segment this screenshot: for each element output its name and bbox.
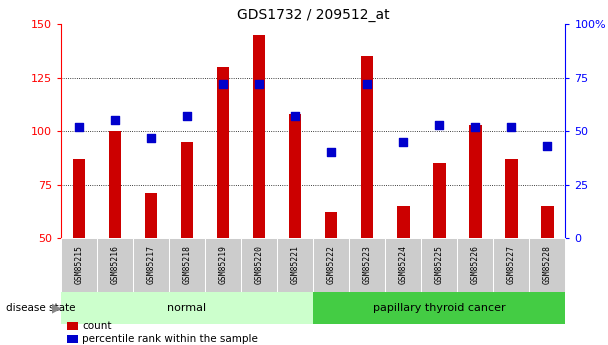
Text: GSM85218: GSM85218	[182, 245, 192, 284]
Text: ▶: ▶	[52, 302, 61, 314]
Point	[146, 135, 156, 140]
Point	[542, 143, 552, 149]
Text: percentile rank within the sample: percentile rank within the sample	[82, 334, 258, 344]
Point	[110, 118, 120, 123]
Bar	[205, 238, 241, 292]
Bar	[289, 114, 302, 238]
Text: GSM85228: GSM85228	[543, 245, 552, 284]
Bar	[541, 206, 554, 238]
Bar	[109, 131, 121, 238]
Bar	[313, 292, 565, 324]
Text: GSM85220: GSM85220	[255, 245, 263, 284]
Text: GSM85224: GSM85224	[399, 245, 408, 284]
Point	[182, 114, 192, 119]
Bar	[169, 238, 205, 292]
Bar	[397, 206, 410, 238]
Point	[398, 139, 408, 145]
Text: GSM85222: GSM85222	[326, 245, 336, 284]
Bar	[133, 238, 169, 292]
Bar	[72, 159, 85, 238]
Bar	[349, 238, 385, 292]
Bar	[61, 292, 313, 324]
Bar	[97, 238, 133, 292]
Bar	[61, 238, 97, 292]
Bar	[361, 56, 373, 238]
Bar	[493, 238, 530, 292]
Bar	[181, 142, 193, 238]
Bar	[241, 238, 277, 292]
Bar	[433, 163, 446, 238]
Text: GSM85215: GSM85215	[74, 245, 83, 284]
Point	[254, 81, 264, 87]
Title: GDS1732 / 209512_at: GDS1732 / 209512_at	[237, 8, 390, 22]
Point	[290, 114, 300, 119]
Point	[218, 81, 228, 87]
Text: papillary thyroid cancer: papillary thyroid cancer	[373, 303, 506, 313]
Bar	[145, 193, 157, 238]
Text: GSM85216: GSM85216	[111, 245, 119, 284]
Text: normal: normal	[167, 303, 207, 313]
Text: disease state: disease state	[6, 303, 75, 313]
Bar	[313, 238, 349, 292]
Point	[506, 124, 516, 130]
Bar	[253, 35, 265, 238]
Text: GSM85223: GSM85223	[363, 245, 371, 284]
Point	[362, 81, 372, 87]
Bar	[457, 238, 493, 292]
Point	[326, 150, 336, 155]
Bar	[216, 67, 229, 238]
Bar	[469, 125, 482, 238]
Text: GSM85219: GSM85219	[218, 245, 227, 284]
Bar	[385, 238, 421, 292]
Bar	[421, 238, 457, 292]
Text: GSM85227: GSM85227	[507, 245, 516, 284]
Bar	[277, 238, 313, 292]
Text: GSM85226: GSM85226	[471, 245, 480, 284]
Point	[471, 124, 480, 130]
Bar	[325, 213, 337, 238]
Text: GSM85217: GSM85217	[147, 245, 156, 284]
Bar	[530, 238, 565, 292]
Point	[435, 122, 444, 127]
Text: GSM85225: GSM85225	[435, 245, 444, 284]
Point	[74, 124, 84, 130]
Text: count: count	[82, 321, 112, 331]
Bar	[505, 159, 517, 238]
Text: GSM85221: GSM85221	[291, 245, 300, 284]
